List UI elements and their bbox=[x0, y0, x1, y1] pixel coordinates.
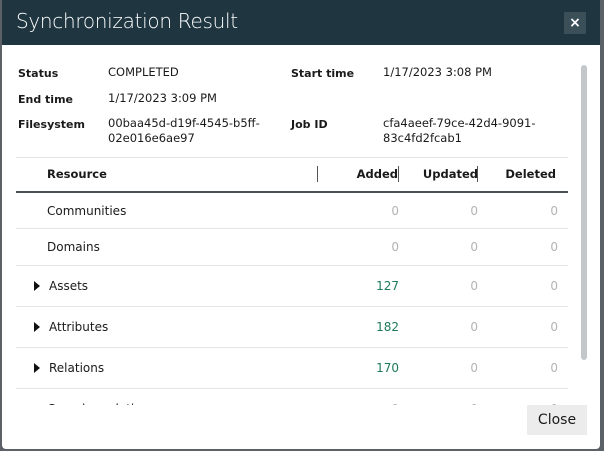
dialog-body: Status COMPLETED Start time 1/17/2023 3:… bbox=[2, 45, 600, 405]
updated-count: 0 bbox=[470, 320, 478, 334]
updated-count: 0 bbox=[470, 361, 478, 375]
added-count: 127 bbox=[376, 279, 399, 293]
added-count: 0 bbox=[391, 240, 399, 254]
column-divider[interactable] bbox=[317, 166, 318, 182]
resource-name: Relations bbox=[49, 361, 105, 375]
status-value: COMPLETED bbox=[108, 65, 179, 79]
filesystem-label: Filesystem bbox=[18, 118, 85, 131]
header-resource[interactable]: Resource bbox=[47, 167, 107, 181]
end-time-label: End time bbox=[18, 93, 73, 106]
column-divider[interactable] bbox=[398, 166, 399, 182]
start-time-value: 1/17/2023 3:08 PM bbox=[383, 65, 492, 79]
header-added[interactable]: Added bbox=[356, 167, 398, 181]
deleted-count: 0 bbox=[518, 402, 558, 405]
close-icon[interactable]: × bbox=[564, 12, 586, 34]
table-row[interactable]: Relations 170 0 0 bbox=[16, 348, 568, 389]
dialog-header: Synchronization Result × bbox=[2, 0, 600, 45]
job-id-value: cfa4aeef-79ce-42d4-9091- 83c4fd2fcab1 bbox=[383, 116, 536, 146]
table-row[interactable]: Attributes 182 0 0 bbox=[16, 307, 568, 348]
resource-name: Attributes bbox=[49, 320, 109, 334]
deleted-count: 0 bbox=[550, 361, 558, 375]
job-id-label: Job ID bbox=[291, 118, 328, 131]
filesystem-line: 02e016e6ae97 bbox=[108, 131, 195, 145]
expand-triangle-icon[interactable] bbox=[34, 363, 40, 373]
deleted-count: 0 bbox=[550, 240, 558, 254]
job-id-line: 83c4fd2fcab1 bbox=[383, 131, 462, 145]
start-time-label: Start time bbox=[291, 67, 355, 80]
added-count: 0 bbox=[391, 203, 399, 218]
results-table: Resource Added Updated Deleted Communiti… bbox=[16, 157, 568, 405]
filesystem-line: 00baa45d-d19f-4545-b5ff- bbox=[108, 116, 260, 130]
header-deleted[interactable]: Deleted bbox=[505, 167, 556, 181]
resource-name: Assets bbox=[49, 279, 89, 293]
close-button[interactable]: Close bbox=[527, 405, 587, 435]
status-label: Status bbox=[18, 67, 59, 80]
updated-count: 0 bbox=[438, 402, 478, 405]
table-row: Complex relations 0 0 0 bbox=[16, 389, 568, 405]
expand-triangle-icon[interactable] bbox=[34, 322, 40, 332]
deleted-count: 0 bbox=[550, 203, 558, 218]
deleted-count: 0 bbox=[550, 320, 558, 334]
resource-name: Communities bbox=[47, 203, 127, 218]
scrollbar[interactable] bbox=[581, 65, 587, 360]
job-id-line: cfa4aeef-79ce-42d4-9091- bbox=[383, 116, 536, 130]
updated-count: 0 bbox=[470, 240, 478, 254]
resource-name: Complex relations bbox=[47, 402, 155, 405]
header-updated[interactable]: Updated bbox=[422, 167, 478, 181]
updated-count: 0 bbox=[470, 279, 478, 293]
end-time-value: 1/17/2023 3:09 PM bbox=[108, 91, 217, 105]
column-divider[interactable] bbox=[477, 166, 478, 182]
table-header: Resource Added Updated Deleted bbox=[16, 158, 568, 193]
updated-count: 0 bbox=[470, 203, 478, 218]
added-count: 170 bbox=[376, 361, 399, 375]
added-count: 0 bbox=[359, 402, 399, 405]
table-row[interactable]: Assets 127 0 0 bbox=[16, 266, 568, 307]
table-row: Domains 0 0 0 bbox=[16, 229, 568, 266]
table-row: Communities 0 0 0 bbox=[16, 193, 568, 229]
deleted-count: 0 bbox=[550, 279, 558, 293]
filesystem-value: 00baa45d-d19f-4545-b5ff- 02e016e6ae97 bbox=[108, 116, 260, 146]
dialog-title: Synchronization Result bbox=[16, 9, 238, 33]
resource-name: Domains bbox=[47, 240, 100, 254]
expand-triangle-icon[interactable] bbox=[34, 281, 40, 291]
added-count: 182 bbox=[376, 320, 399, 334]
